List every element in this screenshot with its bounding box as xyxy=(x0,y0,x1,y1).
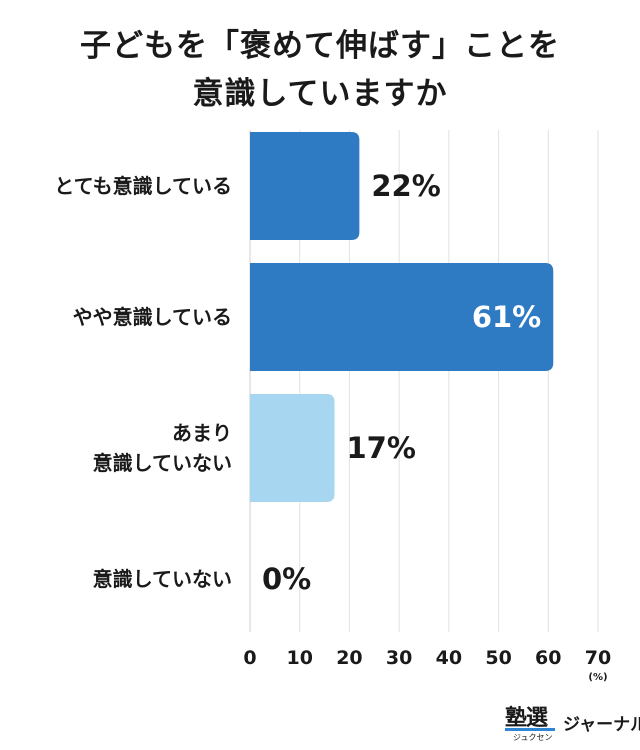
chart-title-line-2: 意識していますか xyxy=(192,76,448,112)
value-labels: 22% 61% 17% 0% xyxy=(262,169,541,596)
x-tick-label: 60 xyxy=(535,647,561,669)
x-tick-label: 50 xyxy=(485,647,511,669)
category-label: あまり xyxy=(172,421,232,445)
x-tick-label: 0 xyxy=(243,647,256,669)
category-label: やや意識している xyxy=(73,305,232,329)
x-tick-label: 30 xyxy=(386,647,412,669)
chart-title: 子どもを「褒めて伸ばす」ことを 意識していますか xyxy=(0,22,640,118)
logo-wordmark: ジャーナル xyxy=(563,715,640,735)
value-label: 0% xyxy=(262,562,311,596)
x-axis-ticks: 0 10 20 30 40 50 60 70 (%) xyxy=(243,647,611,683)
logo-underline xyxy=(505,728,555,731)
x-tick-label: 40 xyxy=(436,647,462,669)
chart-title-line-1: 子どもを「褒めて伸ばす」ことを xyxy=(80,28,560,64)
bar xyxy=(250,132,360,240)
logo-reading: ジュクセン xyxy=(513,733,553,742)
category-label: 意識していない xyxy=(93,567,232,591)
bar xyxy=(250,263,554,371)
value-label: 61% xyxy=(472,300,541,334)
value-label: 22% xyxy=(371,169,440,203)
category-label: 意識していない xyxy=(93,451,232,475)
value-label: 17% xyxy=(347,431,416,465)
brand-logo: 塾選 ジャーナル ジュクセン xyxy=(505,700,640,746)
x-tick-label: 10 xyxy=(286,647,312,669)
x-tick-label: 70 xyxy=(585,647,611,669)
x-tick-label: 20 xyxy=(336,647,362,669)
bar-chart: 22% 61% 17% 0% とても意識しているやや意識しているあまり意識していない意… xyxy=(54,130,611,683)
x-unit-label: (%) xyxy=(588,672,607,683)
category-label: とても意識している xyxy=(54,174,232,198)
bar xyxy=(250,394,335,502)
logo-mark: 塾選 xyxy=(505,706,548,731)
bars xyxy=(250,132,554,502)
